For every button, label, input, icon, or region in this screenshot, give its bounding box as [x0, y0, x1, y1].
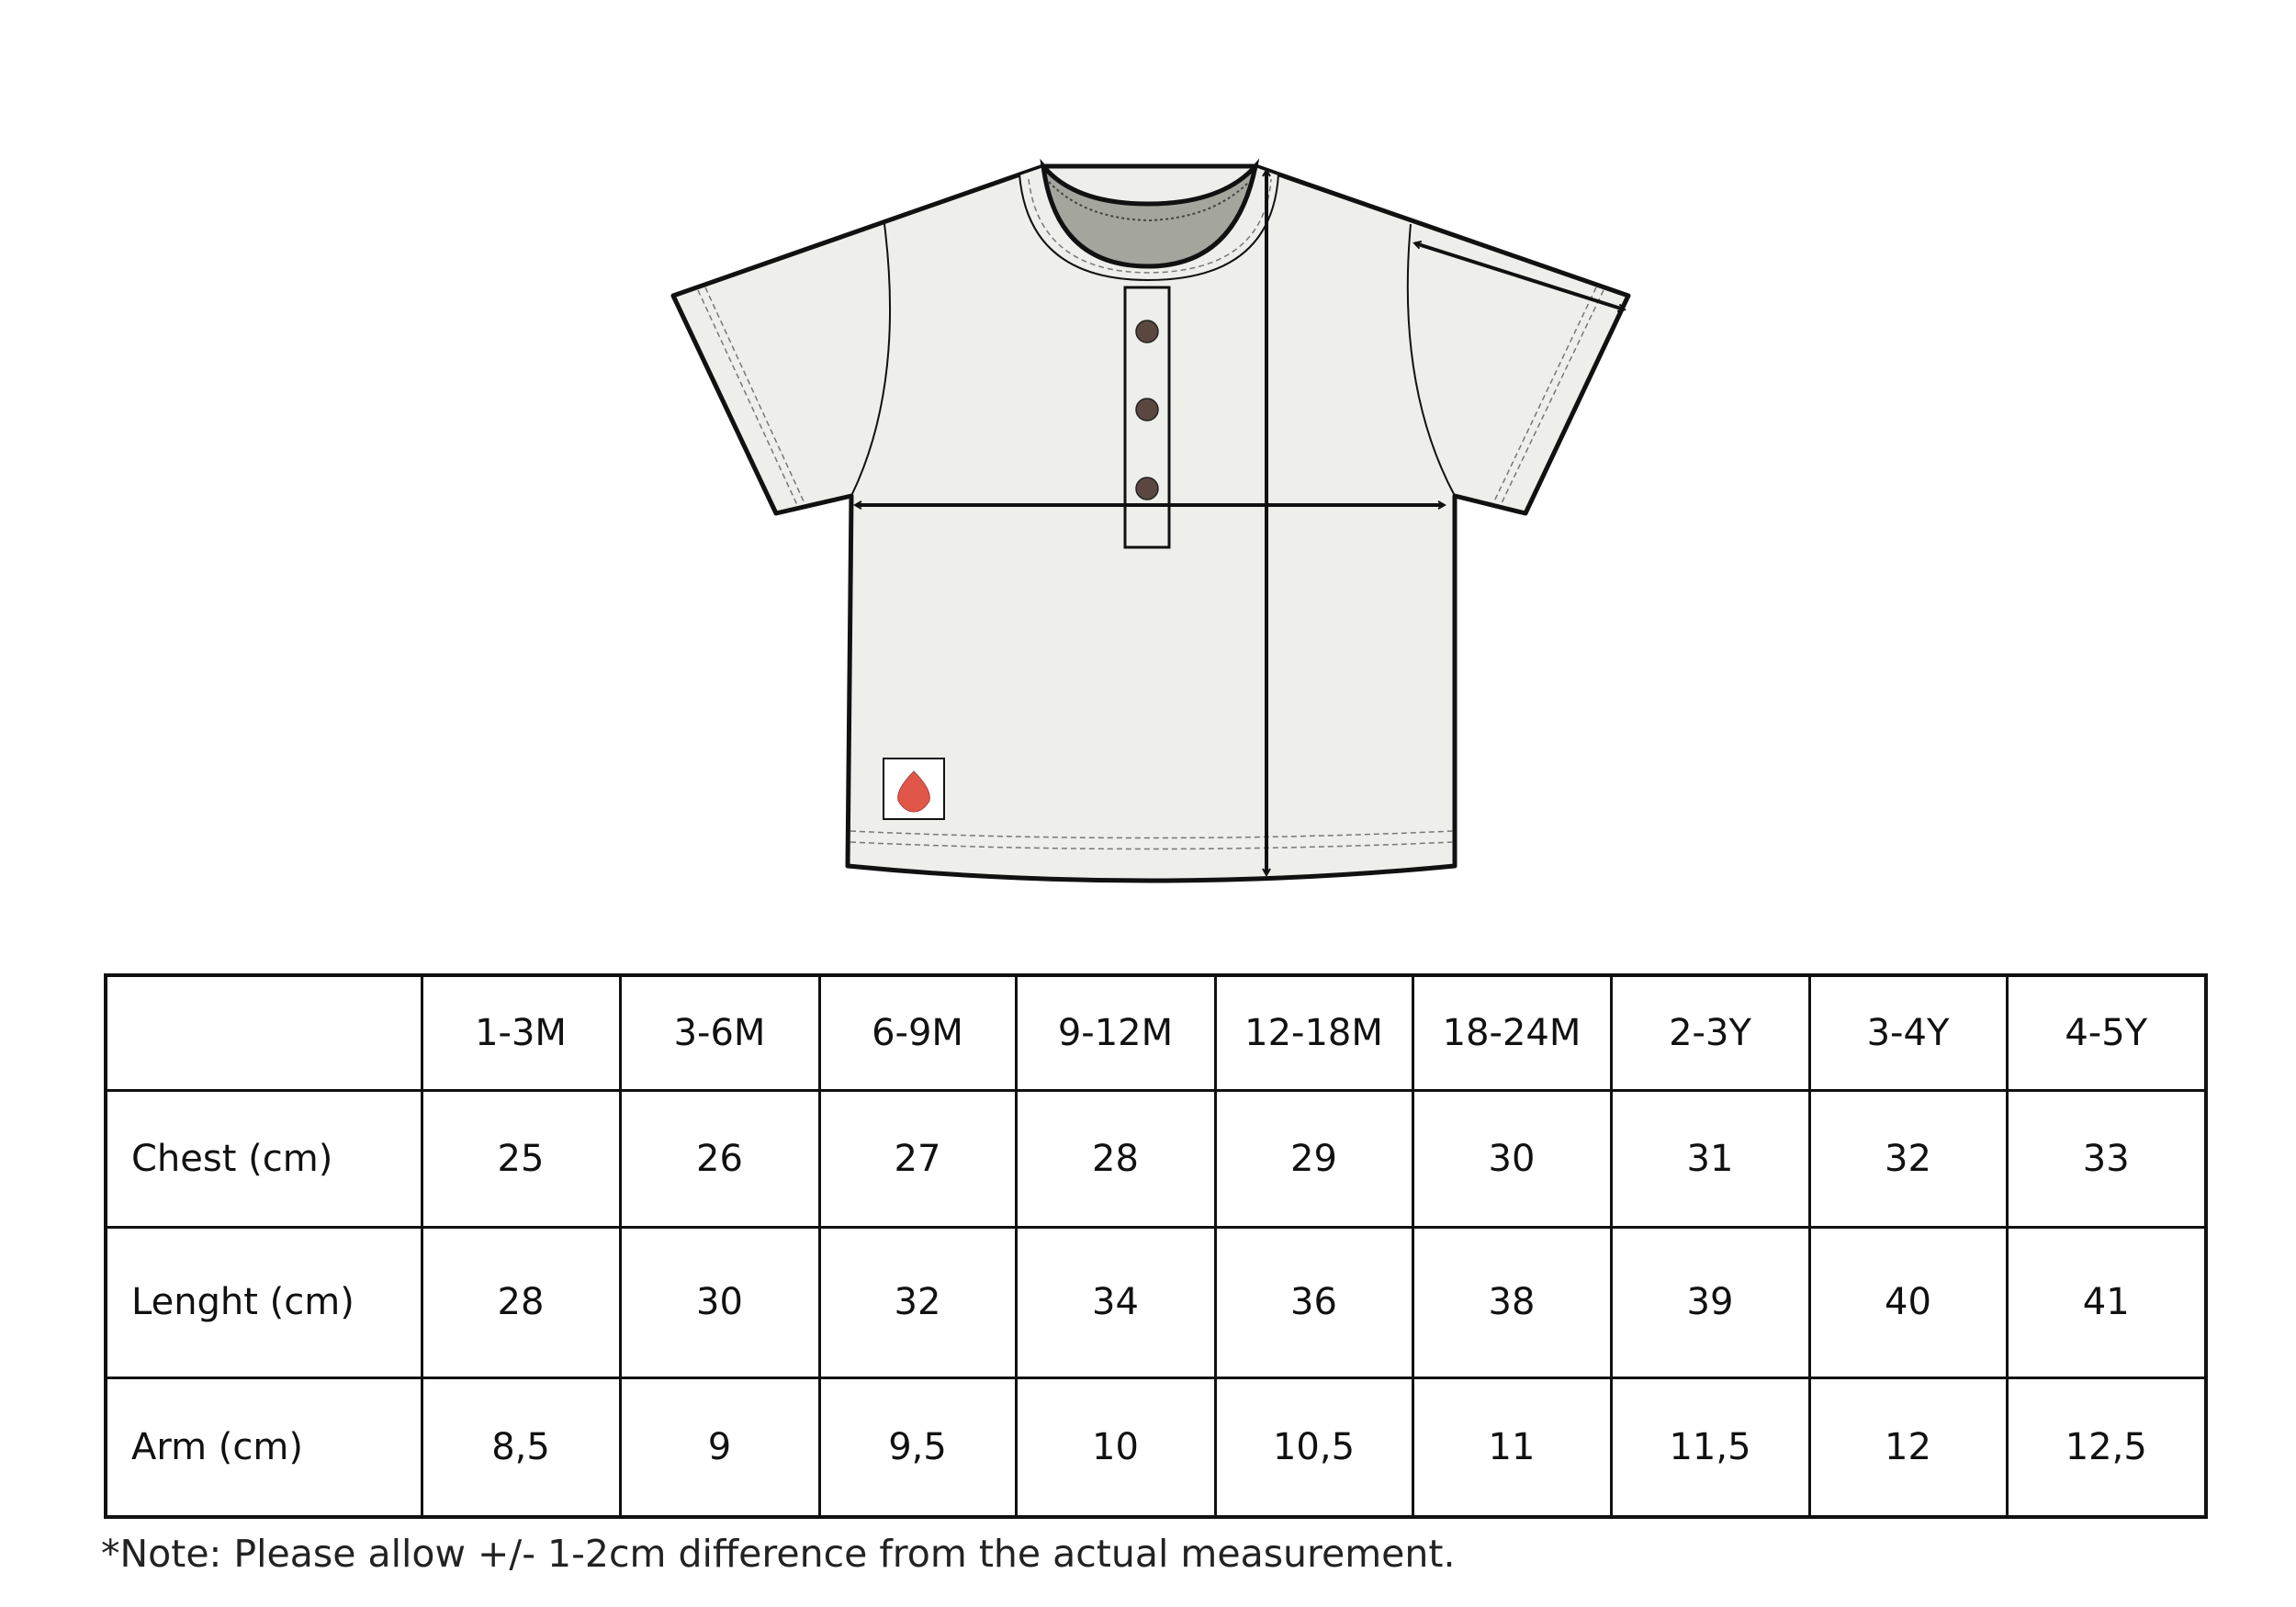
size-header: 2-3Y — [1609, 973, 1811, 1092]
arm-arrow — [1415, 243, 1624, 309]
right-armhole-seam — [1406, 223, 1456, 497]
row-label: Lenght (cm) — [104, 1225, 423, 1379]
table-cell: 38 — [1411, 1225, 1613, 1379]
table-cell: 39 — [1609, 1225, 1811, 1379]
table-cell: 10,5 — [1213, 1376, 1414, 1519]
size-header: 3-4Y — [1807, 973, 2009, 1092]
table-cell: 11 — [1411, 1376, 1613, 1519]
table-row-chest: Chest (cm) 25 26 27 28 29 30 31 32 33 — [104, 1088, 2208, 1229]
size-header: 9-12M — [1014, 973, 1217, 1092]
measurement-note: *Note: Please allow +/- 1-2cm difference… — [101, 1532, 1456, 1576]
inner-neck — [1040, 158, 1260, 269]
corner-cell — [104, 973, 423, 1092]
brand-label-icon — [883, 758, 945, 820]
table-cell: 27 — [817, 1088, 1018, 1229]
table-cell: 11,5 — [1609, 1376, 1811, 1519]
table-cell: 32 — [817, 1225, 1018, 1379]
table-cell: 31 — [1609, 1088, 1811, 1229]
row-label: Chest (cm) — [104, 1088, 423, 1229]
table-cell: 30 — [1411, 1088, 1613, 1229]
size-header: 1-3M — [420, 973, 622, 1092]
table-cell: 41 — [2005, 1225, 2208, 1379]
table-cell: 36 — [1213, 1225, 1414, 1379]
table-cell: 29 — [1213, 1088, 1414, 1229]
size-header: 3-6M — [618, 973, 821, 1092]
size-header: 12-18M — [1213, 973, 1414, 1092]
table-cell: 34 — [1014, 1225, 1217, 1379]
table-cell: 28 — [1014, 1088, 1217, 1229]
row-label: Arm (cm) — [104, 1376, 423, 1519]
table-cell: 9,5 — [817, 1376, 1018, 1519]
table-cell: 12 — [1807, 1376, 2009, 1519]
size-header: 6-9M — [817, 973, 1018, 1092]
left-armhole-seam — [850, 223, 892, 497]
table-cell: 26 — [618, 1088, 821, 1229]
table-cell: 30 — [618, 1225, 821, 1379]
table-cell: 25 — [420, 1088, 622, 1229]
button-icon — [1135, 320, 1159, 343]
header-row: 1-3M 3-6M 6-9M 9-12M 12-18M 18-24M 2-3Y … — [104, 973, 2208, 1092]
table-row-length: Lenght (cm) 28 30 32 34 36 38 39 40 41 — [104, 1225, 2208, 1379]
table-cell: 32 — [1807, 1088, 2009, 1229]
button-icon — [1135, 477, 1159, 500]
table-row-arm: Arm (cm) 8,5 9 9,5 10 10,5 11 11,5 12 12… — [104, 1376, 2208, 1519]
table-cell: 10 — [1014, 1376, 1217, 1519]
table-cell: 12,5 — [2005, 1376, 2208, 1519]
size-chart-table: 1-3M 3-6M 6-9M 9-12M 12-18M 18-24M 2-3Y … — [104, 973, 2208, 1519]
table-cell: 9 — [618, 1376, 821, 1519]
table-cell: 40 — [1807, 1225, 2009, 1379]
table-cell: 28 — [420, 1225, 622, 1379]
size-header: 4-5Y — [2005, 973, 2208, 1092]
size-header: 18-24M — [1411, 973, 1613, 1092]
table-cell: 8,5 — [420, 1376, 622, 1519]
button-icon — [1135, 398, 1159, 421]
table-cell: 33 — [2005, 1088, 2208, 1229]
